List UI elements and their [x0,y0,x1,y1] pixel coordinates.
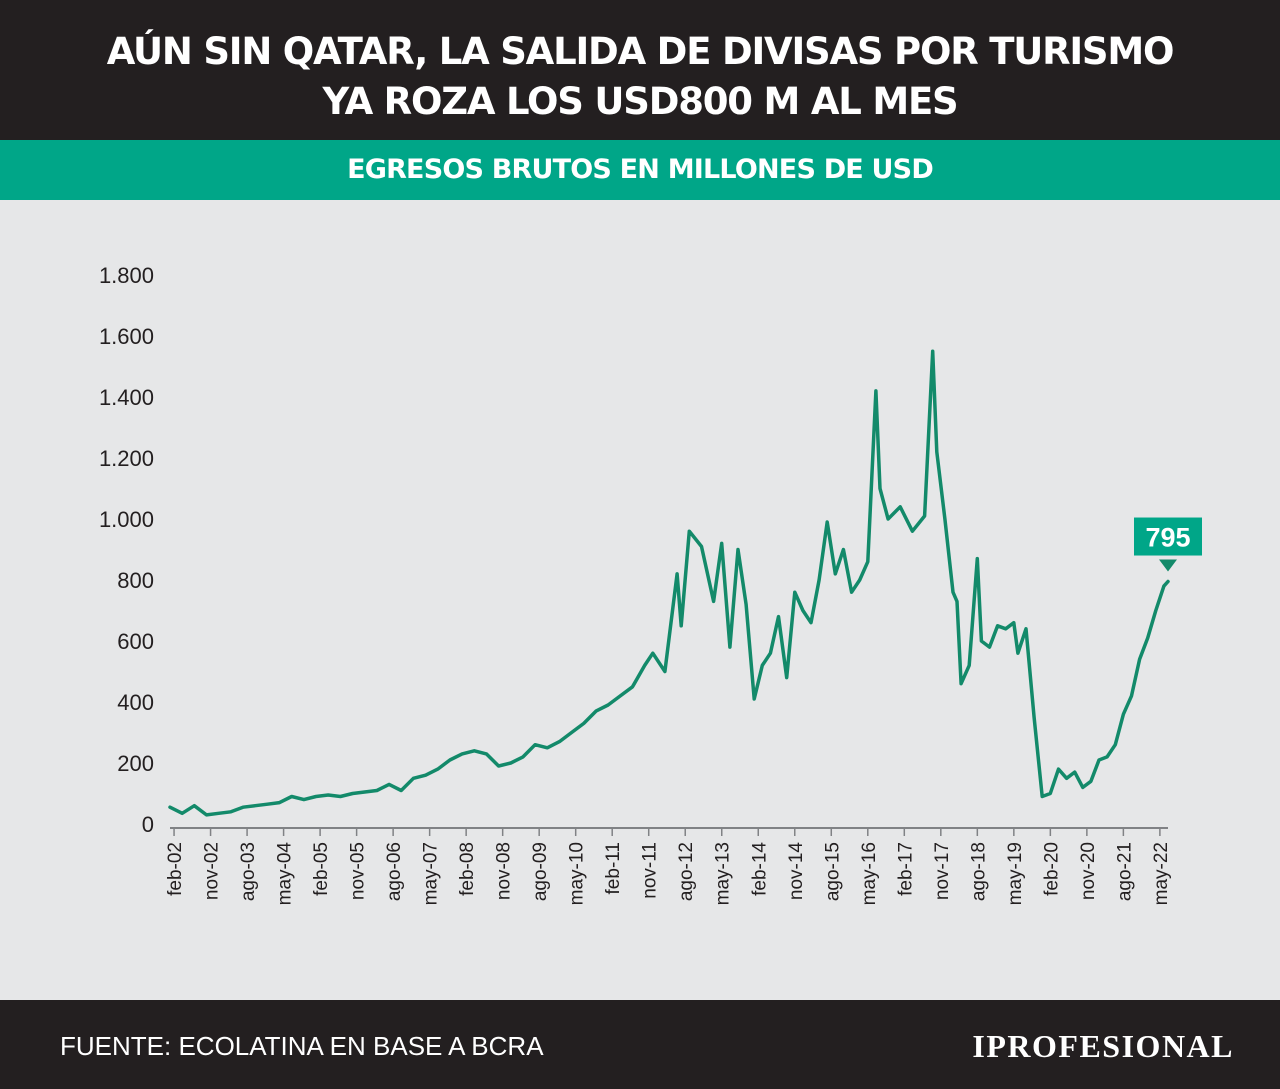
footer-bar: FUENTE: ECOLATINA EN BASE A BCRA IPROFES… [0,1000,1280,1089]
y-tick-label: 1.800 [99,263,154,288]
x-tick-label: may-13 [713,842,734,905]
header-banner: AÚN SIN QATAR, LA SALIDA DE DIVISAS POR … [0,0,1280,140]
x-tick-label: may-04 [275,842,296,906]
plot-area: 0 200 400 600 800 1.000 1.200 1.400 1.600 1.800 f… [0,200,1280,1000]
page-title-line-1: AÚN SIN QATAR, LA SALIDA DE DIVISAS POR … [106,30,1175,73]
x-tick-label: may-07 [421,842,442,905]
iprofesional-logo: IPROFESIONAL [972,1028,1234,1064]
x-tick-label: nov-11 [640,842,661,899]
x-tick-label: nov-20 [1078,842,1099,900]
x-tick-label: nov-02 [202,842,223,900]
series-egresos [168,349,1170,817]
x-tick-label: ago-09 [530,842,551,901]
y-tick-label: 400 [117,690,154,715]
x-tick-label: ago-15 [822,842,843,901]
series-line [168,349,1170,817]
y-tick-label: 1.600 [99,324,154,349]
x-tick-label: nov-17 [932,842,953,900]
y-tick-label: 600 [117,629,154,654]
x-tick-label: feb-02 [165,842,186,896]
x-tick-label: ago-12 [676,842,697,901]
x-tick-label: may-19 [1005,842,1026,905]
annotation-badge [1134,517,1202,556]
x-tick-label: feb-17 [895,842,916,896]
x-tick-label: ago-06 [384,842,405,901]
x-tick-label: ago-21 [1114,842,1135,901]
x-tick-label: may-22 [1151,842,1172,905]
chart-subtitle-bar: EGRESOS BRUTOS EN MILLONES DE USD [0,140,1280,200]
x-tick-label: feb-20 [1041,842,1062,896]
x-tick-label: may-16 [859,842,880,905]
x-axis: feb-02 nov-02 ago-03 may-04 feb-05 nov-05 ago-… [165,827,1172,906]
x-tick-label: feb-14 [749,842,770,896]
source-note: FUENTE: ECOLATINA EN BASE A BCRA [60,1031,544,1061]
annotation-pointer [1159,559,1177,572]
x-tick-label: nov-14 [786,842,807,901]
page-title-line-2: YA ROZA LOS USD800 M AL MES [322,80,959,123]
x-tick-label: may-10 [567,842,588,905]
y-tick-label: 1.000 [99,507,154,532]
y-tick-label: 1.400 [99,385,154,410]
x-tick-label: nov-08 [494,842,515,900]
x-tick-label: ago-03 [238,842,259,901]
x-tick-label: nov-05 [348,842,369,900]
x-tick-label: feb-08 [457,842,478,896]
y-tick-label: 200 [117,751,154,776]
x-tick-label: feb-05 [311,842,332,896]
y-tick-label: 800 [117,568,154,593]
y-tick-label: 1.200 [99,446,154,471]
line-chart: 0 200 400 600 800 1.000 1.200 1.400 1.600 1.800 f… [99,263,1202,906]
x-tick-label: feb-11 [603,842,624,894]
y-axis: 0 200 400 600 800 1.000 1.200 1.400 1.600 1.800 [99,263,154,837]
last-value-annotation: 795 [1134,517,1202,572]
y-tick-label: 0 [142,812,154,837]
x-tick-label: ago-18 [968,842,989,901]
annotation-label: 795 [1145,523,1190,553]
